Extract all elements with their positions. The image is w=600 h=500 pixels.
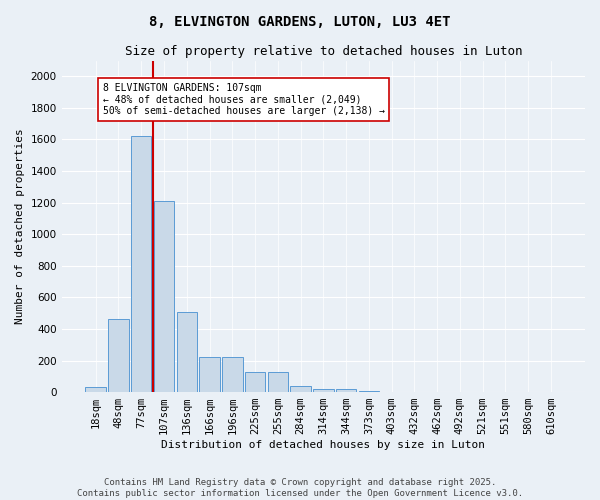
X-axis label: Distribution of detached houses by size in Luton: Distribution of detached houses by size … xyxy=(161,440,485,450)
Bar xyxy=(245,372,265,392)
Bar xyxy=(313,389,334,392)
Bar xyxy=(154,201,174,392)
Bar xyxy=(222,358,242,392)
Bar xyxy=(131,136,151,392)
Bar xyxy=(336,389,356,392)
Bar xyxy=(176,312,197,392)
Title: Size of property relative to detached houses in Luton: Size of property relative to detached ho… xyxy=(125,45,522,58)
Bar xyxy=(108,320,129,392)
Text: 8, ELVINGTON GARDENS, LUTON, LU3 4ET: 8, ELVINGTON GARDENS, LUTON, LU3 4ET xyxy=(149,15,451,29)
Text: 8 ELVINGTON GARDENS: 107sqm
← 48% of detached houses are smaller (2,049)
50% of : 8 ELVINGTON GARDENS: 107sqm ← 48% of det… xyxy=(103,82,385,116)
Y-axis label: Number of detached properties: Number of detached properties xyxy=(15,128,25,324)
Bar xyxy=(268,372,288,392)
Bar xyxy=(85,388,106,392)
Bar xyxy=(290,386,311,392)
Bar xyxy=(199,358,220,392)
Text: Contains HM Land Registry data © Crown copyright and database right 2025.
Contai: Contains HM Land Registry data © Crown c… xyxy=(77,478,523,498)
